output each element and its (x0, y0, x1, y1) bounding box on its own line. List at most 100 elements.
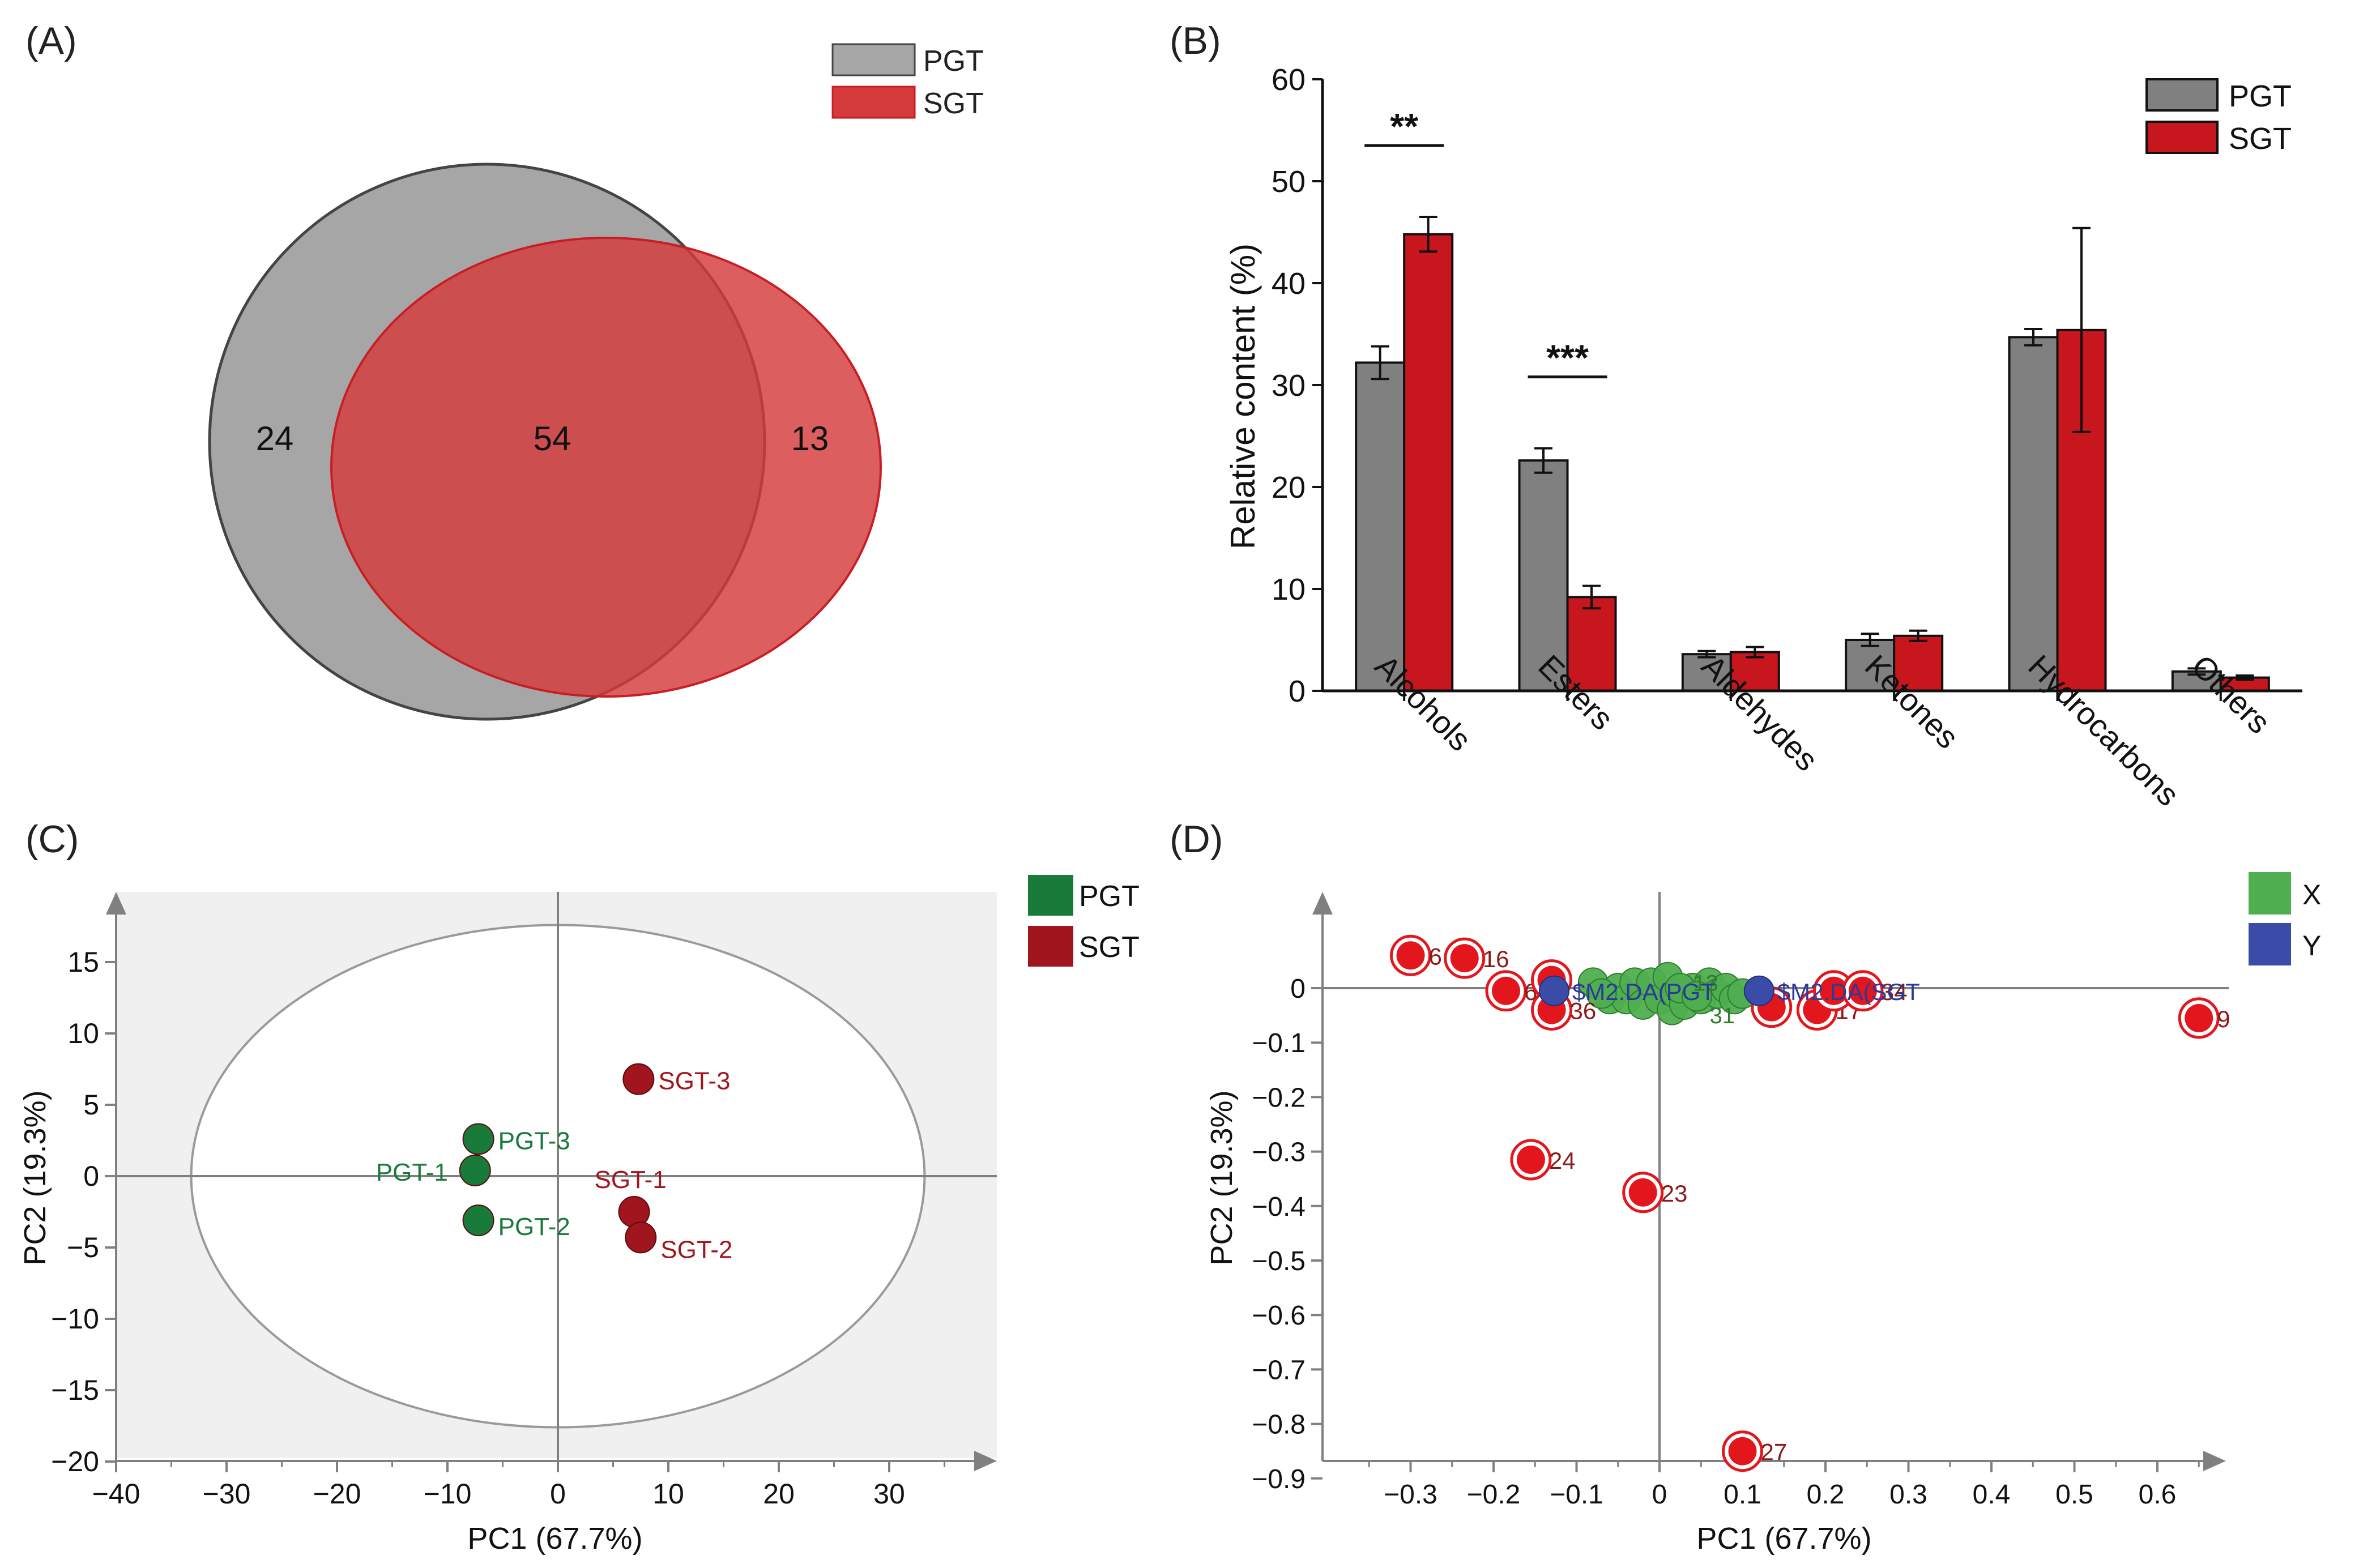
loadings-legend-y-label: Y (2302, 930, 2321, 962)
venn-count-sgt-only: 13 (791, 420, 829, 458)
loading-y-variable-label: 36 (1570, 997, 1597, 1024)
loadings-x-tick-label: 0.2 (1807, 1480, 1845, 1510)
loadings-y-axis-arrow (1312, 892, 1333, 915)
panel-a-letter: (A) (25, 19, 77, 62)
loading-y-variable-label: 34 (1881, 979, 1908, 1005)
venn-count-pgt-only: 24 (256, 420, 294, 458)
bar-pgt-hydrocarbons (2008, 336, 2059, 692)
pca-legend-sgt-swatch (1028, 926, 1073, 967)
loading-class-point (1538, 975, 1569, 1006)
pca-point-label: SGT-1 (595, 1166, 667, 1194)
bar-y-tick-label: 60 (1272, 63, 1306, 97)
bar-pgt-alcohols (1355, 361, 1406, 692)
panel-c-pca-scores: (C) −40 −30 −20 −10 0 10 20 30 −20 −15 −10 −5 0 5 10 15… (18, 818, 1140, 1556)
loadings-x-tick-label: 0 (1652, 1480, 1667, 1510)
bar-y-tick-label: 50 (1272, 165, 1306, 199)
pca-y-axis-label: PC2 (19.3%) (18, 1090, 52, 1265)
loading-x-variable-label: 31 (1710, 1003, 1735, 1028)
loading-y-variable-point (1516, 1146, 1545, 1174)
pca-point-sgt-3 (622, 1063, 655, 1095)
panel-d-letter: (D) (1170, 818, 1223, 861)
pca-x-axis-arrow (974, 1451, 997, 1471)
loading-y-variable-point (1848, 976, 1877, 1005)
pca-x-axis-label: PC1 (67.7%) (467, 1522, 642, 1556)
pca-point-label: PGT-1 (376, 1159, 448, 1186)
loadings-y-tick-label: 0 (1290, 974, 1306, 1004)
pca-y-tick-label: −20 (51, 1446, 99, 1477)
loading-y-variable-point (1450, 944, 1479, 973)
pca-x-tick-label: 10 (652, 1478, 684, 1510)
bar-y-tick-label: 20 (1272, 471, 1306, 505)
significance-marker: *** (1546, 337, 1589, 378)
pca-legend-pgt-label: PGT (1079, 880, 1140, 913)
venn-legend-sgt-swatch (831, 86, 916, 119)
pca-x-tick-label: −10 (424, 1478, 472, 1510)
loading-x-variable-point (1586, 978, 1617, 1009)
pca-y-tick-label: 0 (83, 1160, 99, 1192)
loading-y-variable-point (1819, 976, 1848, 1005)
loading-y-variable-label: 24 (1549, 1147, 1576, 1174)
bar-sgt-alcohols (1403, 233, 1454, 693)
loading-x-variable-label: 13 (1693, 971, 1718, 996)
loading-y-variable-point (2185, 1003, 2213, 1032)
pca-x-tick-label: −40 (92, 1478, 140, 1510)
pca-y-tick-label: 5 (83, 1089, 99, 1121)
loading-class-point (1743, 975, 1774, 1006)
panel-b-bar-chart: (B) ***** Alcohols Esters Aldehydes Ketones… (1170, 19, 2302, 813)
significance-marker: ** (1390, 106, 1418, 147)
bar-legend-sgt-label: SGT (2229, 122, 2292, 156)
loadings-legend-x-swatch (2249, 872, 2291, 915)
bar-legend-pgt-label: PGT (2229, 79, 2292, 113)
pca-point-pgt-2 (462, 1204, 494, 1237)
pca-point-pgt-3 (462, 1123, 494, 1155)
loadings-x-tick-label: −0.3 (1384, 1480, 1437, 1510)
loadings-y-tick-label: −0.6 (1252, 1301, 1306, 1331)
loadings-x-tick-label: 0.3 (1889, 1480, 1927, 1510)
loadings-y-tick-label: −0.5 (1252, 1246, 1306, 1276)
pca-y-tick-label: −15 (51, 1374, 99, 1406)
loadings-y-tick-label: −0.1 (1252, 1028, 1306, 1058)
loadings-x-tick-label: 0.1 (1724, 1480, 1761, 1510)
bar-x-tick-label: Others (2185, 648, 2277, 740)
bar-y-tick-label: 0 (1289, 674, 1306, 708)
pca-legend-sgt-label: SGT (1079, 931, 1140, 964)
pca-y-tick-label: 10 (67, 1018, 99, 1049)
bar-pgt-ketones (1845, 639, 1896, 692)
loadings-x-tick-label: 0.6 (2139, 1480, 2177, 1510)
loadings-x-tick-label: −0.2 (1467, 1480, 1521, 1510)
venn-legend-sgt-label: SGT (923, 87, 984, 120)
loadings-x-axis-label: PC1 (67.7%) (1696, 1522, 1871, 1556)
loadings-legend-x-label: X (2302, 879, 2321, 911)
pca-point-pgt-1 (459, 1154, 491, 1186)
loading-y-variable-label: 27 (1761, 1439, 1788, 1466)
loading-class-label: $M2.DA(SGT (1777, 979, 1920, 1005)
pca-x-tick-label: 20 (763, 1478, 795, 1510)
loading-y-variable-label: 23 (1661, 1180, 1688, 1207)
loading-y-variable-point (1396, 941, 1425, 970)
pca-point-label: SGT-2 (660, 1236, 732, 1263)
panel-d-loadings: (D) −0.3 −0.2 −0.1 0 0.1 0.2 0.3 0.4 0.5 0.6 0 −0.1… (1170, 818, 2321, 1556)
bar-y-axis-label: Relative content (%) (1224, 243, 1262, 549)
venn-count-intersection: 54 (534, 420, 571, 458)
bar-legend-sgt-swatch (2145, 121, 2219, 154)
loadings-x-tick-label: 0.5 (2055, 1480, 2093, 1510)
loadings-y-tick-label: −0.8 (1252, 1410, 1306, 1440)
venn-sgt-circle (330, 237, 882, 698)
loadings-y-tick-label: −0.9 (1252, 1464, 1306, 1494)
loading-y-variable-label: 9 (2217, 1006, 2230, 1032)
loadings-x-tick-label: −0.1 (1550, 1480, 1603, 1510)
pca-x-tick-label: 0 (550, 1478, 566, 1510)
loadings-x-axis-arrow (2203, 1451, 2226, 1471)
pca-legend-pgt-swatch (1028, 875, 1073, 916)
pca-point-label: PGT-3 (498, 1127, 570, 1155)
loading-x-variable-point (1681, 981, 1712, 1012)
pca-x-tick-label: −20 (313, 1478, 361, 1510)
loading-y-variable-point (1728, 1437, 1757, 1466)
loadings-y-tick-label: −0.2 (1252, 1083, 1306, 1113)
loading-y-variable-label: 16 (1483, 946, 1509, 972)
bar-y-tick-label: 10 (1272, 572, 1306, 606)
loadings-y-tick-label: −0.3 (1252, 1138, 1306, 1168)
pca-point-label: SGT-3 (658, 1067, 730, 1095)
loadings-y-tick-label: −0.4 (1252, 1192, 1306, 1222)
